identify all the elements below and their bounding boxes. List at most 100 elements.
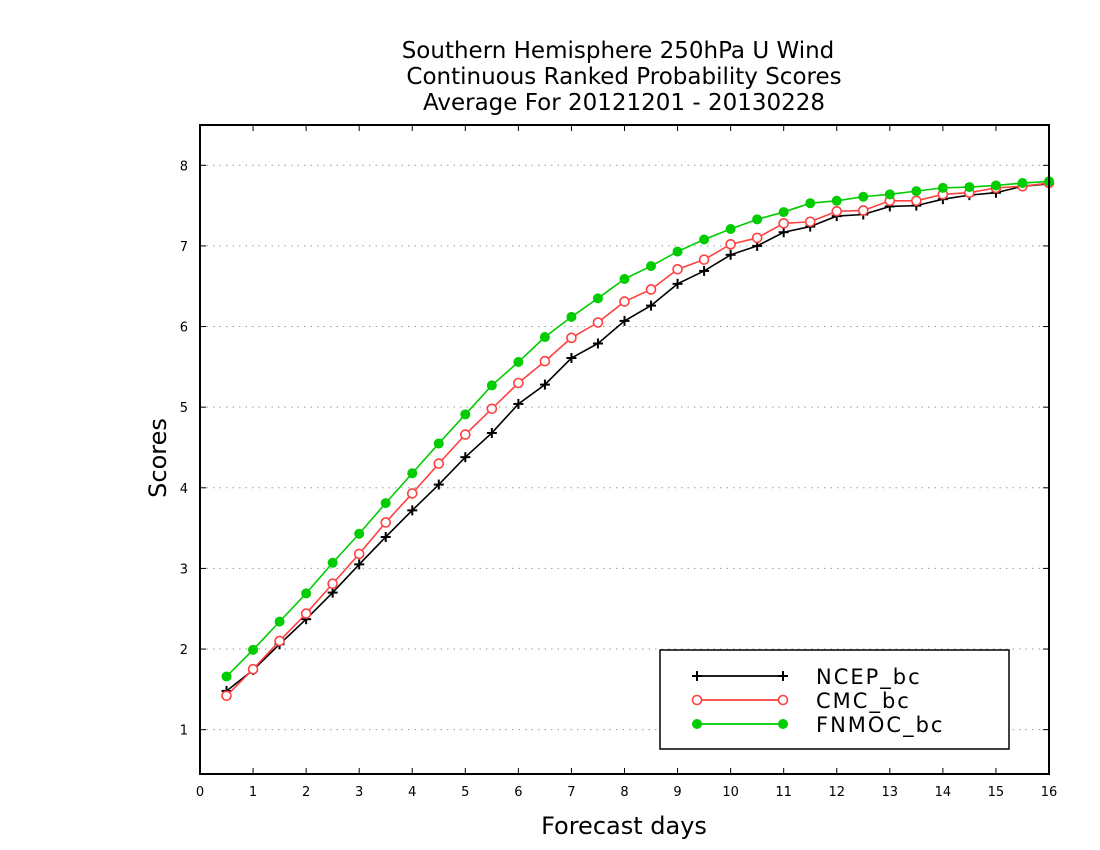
data-point-CMC_bc <box>433 458 445 469</box>
data-point-NCEP_bc <box>646 300 657 311</box>
data-point-CMC_bc <box>300 608 312 619</box>
data-point-FNMOC_bc <box>619 273 630 284</box>
data-point-FNMOC_bc <box>911 186 922 197</box>
x-tick-label: 14 <box>935 785 952 800</box>
x-tick-label: 10 <box>722 785 739 800</box>
data-point-FNMOC_bc <box>248 644 259 655</box>
data-point-FNMOC_bc <box>884 189 895 200</box>
data-point-CMC_bc <box>592 317 604 328</box>
data-point-FNMOC_bc <box>725 224 736 235</box>
legend-marker <box>777 694 789 706</box>
data-point-NCEP_bc <box>354 559 365 570</box>
data-point-CMC_bc <box>539 355 551 367</box>
data-point-FNMOC_bc <box>539 332 550 343</box>
legend-item-NCEP_bc: NCEP_bc <box>692 665 920 690</box>
x-tick-label: 12 <box>828 785 845 800</box>
data-point-CMC_bc <box>406 488 418 499</box>
data-point-FNMOC_bc <box>990 180 1001 191</box>
x-axis-label: Forecast days <box>541 812 707 840</box>
data-point-CMC_bc <box>751 232 763 244</box>
series-line-CMC_bc <box>225 182 1050 697</box>
x-tick-label: 3 <box>355 785 363 800</box>
series-FNMOC_bc <box>221 176 1054 682</box>
x-tick-label: 16 <box>1041 785 1058 800</box>
data-point-FNMOC_bc <box>778 207 789 218</box>
data-point-CMC_bc <box>804 216 816 228</box>
x-tick-label: 0 <box>196 785 204 800</box>
data-point-CMC_bc <box>725 239 736 250</box>
y-tick-label: 5 <box>180 401 188 416</box>
data-point-FNMOC_bc <box>221 671 232 682</box>
data-point-FNMOC_bc <box>964 182 975 193</box>
legend-label: FNMOC_bc <box>816 713 944 738</box>
x-tick-label: 4 <box>408 785 416 800</box>
data-point-CMC_bc <box>221 690 232 702</box>
y-tick-label: 7 <box>180 240 188 255</box>
data-point-NCEP_bc <box>539 379 550 390</box>
legend-marker <box>692 719 702 729</box>
data-point-CMC_bc <box>566 332 577 344</box>
data-point-NCEP_bc <box>407 505 418 516</box>
data-point-FNMOC_bc <box>858 191 869 202</box>
gridlines <box>200 164 1049 731</box>
data-point-NCEP_bc <box>672 278 683 289</box>
data-point-FNMOC_bc <box>354 528 365 539</box>
data-point-NCEP_bc <box>460 452 471 463</box>
data-point-NCEP_bc <box>486 427 497 438</box>
data-point-CMC_bc <box>327 578 338 590</box>
y-tick-label: 2 <box>180 643 188 658</box>
y-tick-label: 1 <box>180 724 188 739</box>
y-tick-label: 3 <box>180 562 188 577</box>
legend-marker <box>778 671 788 681</box>
y-tick-label: 6 <box>180 321 188 336</box>
data-point-FNMOC_bc <box>831 195 842 206</box>
legend-marker <box>692 671 702 681</box>
data-point-CMC_bc <box>247 663 259 675</box>
data-point-CMC_bc <box>513 377 524 389</box>
data-point-FNMOC_bc <box>699 234 710 245</box>
series-line-FNMOC_bc <box>225 180 1050 678</box>
data-point-FNMOC_bc <box>937 182 948 193</box>
chart-title: Southern Hemisphere 250hPa U Wind Contin… <box>402 38 842 116</box>
y-tick-label: 8 <box>180 159 188 174</box>
data-point-NCEP_bc <box>592 338 603 349</box>
data-point-FNMOC_bc <box>327 557 338 568</box>
series-layer <box>221 176 1055 702</box>
data-point-NCEP_bc <box>619 315 630 326</box>
x-tick-label: 6 <box>514 785 522 800</box>
data-point-CMC_bc <box>460 429 471 440</box>
data-point-FNMOC_bc <box>1017 178 1028 189</box>
x-tick-label: 5 <box>461 785 469 800</box>
data-point-NCEP_bc <box>433 479 444 490</box>
x-tick-label: 15 <box>988 785 1005 800</box>
data-point-FNMOC_bc <box>805 198 816 209</box>
data-point-NCEP_bc <box>566 352 577 363</box>
data-point-NCEP_bc <box>699 265 710 276</box>
data-point-NCEP_bc <box>513 398 524 409</box>
data-point-CMC_bc <box>274 635 285 647</box>
data-point-NCEP_bc <box>380 531 391 542</box>
data-point-FNMOC_bc <box>301 588 312 599</box>
legend-item-FNMOC_bc: FNMOC_bc <box>692 713 944 738</box>
data-point-FNMOC_bc <box>460 409 471 420</box>
data-point-FNMOC_bc <box>566 311 577 322</box>
legend-marker <box>691 694 703 706</box>
data-point-CMC_bc <box>831 205 843 217</box>
legend-label: CMC_bc <box>816 689 911 714</box>
data-point-NCEP_bc <box>778 227 789 238</box>
chart-title-line-1: Southern Hemisphere 250hPa U Wind <box>402 38 835 64</box>
data-point-FNMOC_bc <box>752 214 763 225</box>
series-CMC_bc <box>221 177 1055 702</box>
x-tick-label: 8 <box>620 785 628 800</box>
series-line-NCEP_bc <box>226 183 1050 692</box>
data-point-FNMOC_bc <box>407 468 418 479</box>
x-tick-label: 2 <box>302 785 310 800</box>
legend-item-CMC_bc: CMC_bc <box>691 689 911 714</box>
legend-marker <box>778 719 788 729</box>
data-point-CMC_bc <box>698 254 710 265</box>
data-point-FNMOC_bc <box>672 246 683 257</box>
data-point-CMC_bc <box>486 403 498 415</box>
